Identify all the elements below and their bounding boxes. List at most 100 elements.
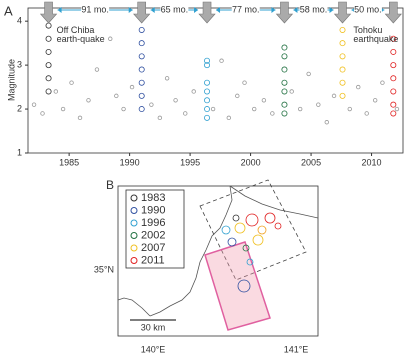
- epicenter: [242, 244, 250, 252]
- data-point: [281, 53, 288, 60]
- epicenter: [252, 234, 264, 246]
- epicenter: [246, 258, 254, 266]
- coastline: [117, 185, 319, 317]
- data-point: [270, 111, 275, 116]
- data-point: [390, 62, 397, 69]
- data-point: [191, 89, 196, 94]
- data-point: [45, 22, 52, 29]
- event-arrow: [198, 1, 216, 24]
- interval-label: 58 mo.: [300, 4, 328, 14]
- data-point: [390, 75, 397, 82]
- data-point: [380, 80, 385, 85]
- legend-marker: [130, 232, 138, 239]
- data-point: [204, 106, 211, 113]
- data-point: [339, 79, 346, 86]
- data-point: [394, 106, 400, 112]
- data-point: [183, 111, 188, 116]
- y-tick-label: 3: [17, 59, 22, 69]
- data-point: [138, 106, 145, 113]
- legend-box: [125, 189, 185, 269]
- data-point: [60, 106, 66, 112]
- event-arrow: [133, 1, 151, 24]
- data-point: [390, 88, 397, 95]
- y-axis-label: Magnitude: [6, 59, 16, 101]
- event-arrow: [275, 1, 294, 24]
- epicenter: [257, 225, 267, 235]
- data-point: [138, 40, 145, 47]
- data-point: [235, 93, 240, 99]
- data-point: [45, 35, 52, 42]
- legend-label: 1996: [141, 217, 165, 229]
- data-point: [204, 97, 211, 104]
- data-point: [138, 79, 145, 86]
- data-point: [339, 40, 346, 47]
- plot-frame: [27, 7, 404, 154]
- data-point: [45, 62, 52, 69]
- epicenter: [274, 222, 282, 230]
- data-point: [390, 48, 397, 55]
- data-point: [77, 115, 83, 121]
- data-point: [204, 62, 211, 69]
- data-point: [45, 75, 52, 82]
- data-point: [316, 102, 321, 107]
- epicenter-cluster: [221, 212, 282, 293]
- data-point: [138, 26, 145, 33]
- y-tick-label: 2: [17, 103, 22, 113]
- data-point: [281, 44, 288, 51]
- x-tick-label: 2005: [301, 157, 321, 167]
- data-point: [69, 80, 74, 85]
- scale-label: 30 km: [141, 322, 166, 332]
- data-point: [173, 98, 178, 103]
- y-tick-label: 4: [17, 16, 22, 26]
- epicenter: [221, 225, 231, 235]
- panel-label: A: [4, 3, 13, 18]
- interval-bg: [81, 4, 110, 16]
- data-point: [204, 57, 211, 64]
- data-point: [138, 53, 145, 60]
- data-point: [157, 115, 163, 121]
- data-point: [339, 53, 346, 60]
- panel-label: B: [106, 178, 114, 192]
- legend-label: 2002: [141, 229, 165, 241]
- data-point: [210, 106, 216, 112]
- data-point: [281, 66, 288, 73]
- interval-bg: [353, 4, 382, 16]
- data-point: [281, 88, 288, 95]
- legend-marker: [130, 257, 138, 264]
- data-point: [281, 79, 288, 86]
- data-point: [204, 114, 211, 121]
- data-point: [121, 106, 126, 112]
- interval-label: 77 mo.: [232, 4, 260, 14]
- data-point: [281, 110, 288, 117]
- data-point: [40, 111, 45, 116]
- data-point: [347, 106, 352, 112]
- data-point: [94, 67, 100, 72]
- data-point: [204, 88, 211, 95]
- data-point: [138, 66, 145, 73]
- interval-label: 91 mo.: [81, 4, 109, 14]
- data-point: [219, 58, 224, 63]
- annotation: Tohoku earthquake: [353, 25, 398, 44]
- legend-marker: [130, 219, 138, 227]
- epicenter: [232, 214, 240, 222]
- data-point: [45, 48, 52, 55]
- event-arrow: [333, 1, 352, 24]
- legend-marker: [130, 194, 138, 202]
- interval-bg: [160, 4, 189, 16]
- x-tick-label: 1995: [180, 157, 200, 167]
- data-point: [339, 66, 346, 73]
- data-point: [31, 102, 37, 107]
- data-point: [53, 89, 59, 94]
- lat-label: 35°N: [94, 264, 114, 274]
- epicenter: [237, 279, 251, 293]
- data-point: [114, 93, 119, 99]
- data-point: [138, 92, 145, 99]
- x-tick-label: 1990: [120, 157, 140, 167]
- interval-bg: [299, 4, 328, 16]
- data-point: [289, 89, 294, 94]
- data-point: [390, 35, 397, 42]
- x-tick-label: 2010: [362, 157, 382, 167]
- y-tick-label: 1: [17, 147, 22, 157]
- data-point: [297, 106, 303, 112]
